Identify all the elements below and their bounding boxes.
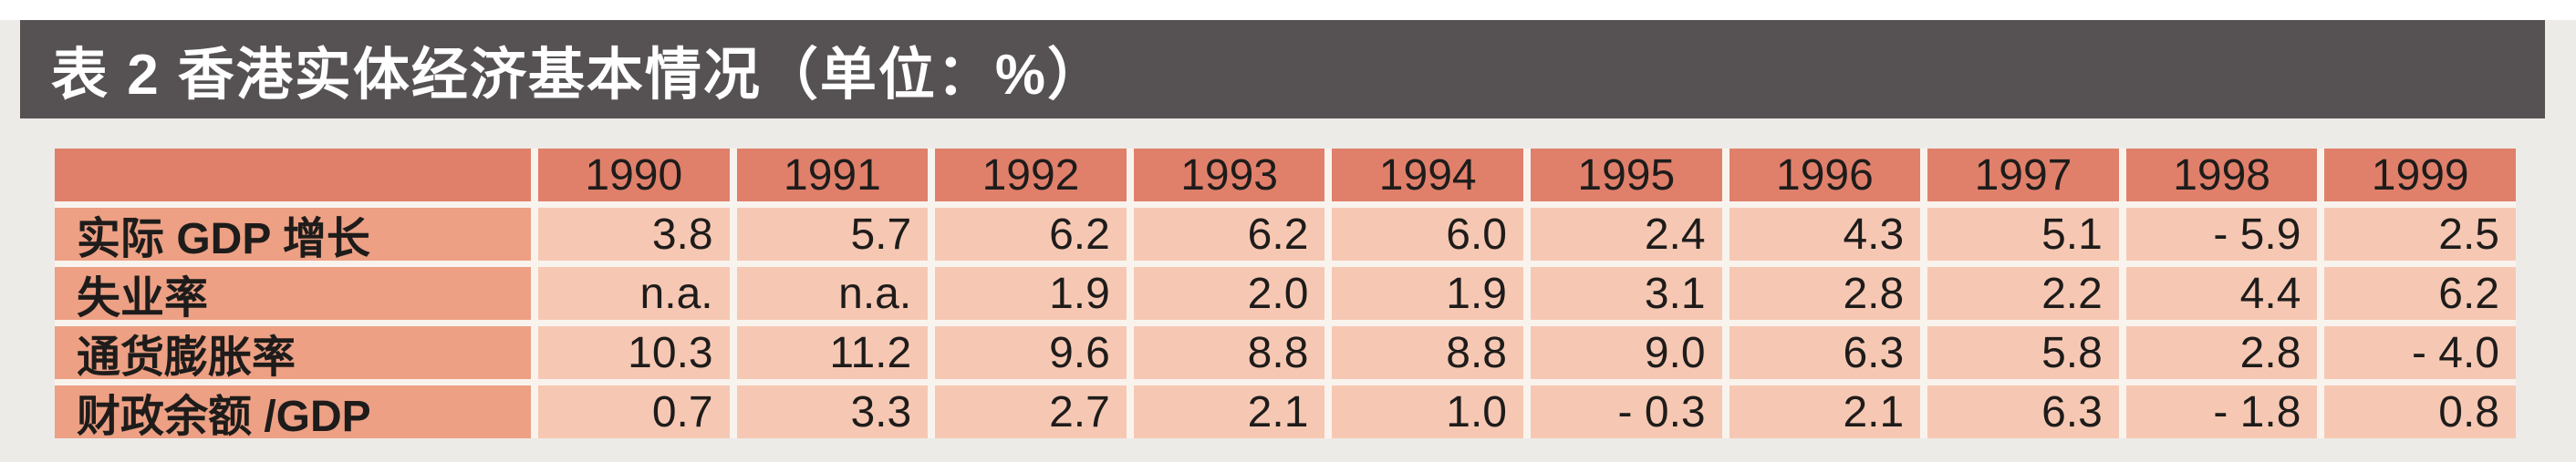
value-cell: 3.3 (736, 385, 929, 438)
value-cell: 10.3 (538, 326, 730, 379)
value-cell: n.a. (736, 267, 929, 320)
value-cell: 2.1 (1133, 385, 1325, 438)
year-header: 1993 (1133, 149, 1325, 201)
year-header: 1999 (2324, 149, 2516, 201)
year-header: 1994 (1332, 149, 1523, 201)
value-cell: 6.2 (935, 208, 1127, 261)
value-cell: 6.2 (1133, 208, 1325, 261)
value-cell: 2.2 (1927, 267, 2119, 320)
header-corner-cell (55, 149, 531, 201)
page-top-strip (0, 0, 2576, 20)
year-header: 1995 (1531, 149, 1722, 201)
row-label: 失业率 (55, 267, 531, 320)
value-cell: 2.5 (2324, 208, 2516, 261)
value-cell: 2.7 (935, 385, 1127, 438)
value-cell: 1.0 (1332, 385, 1523, 438)
year-header: 1992 (935, 149, 1127, 201)
economy-table: 1990 1991 1992 1993 1994 1995 1996 1997 1998 1999… (55, 149, 2516, 438)
year-header: 1990 (538, 149, 730, 201)
value-cell: 8.8 (1133, 326, 1325, 379)
value-cell: 5.1 (1927, 208, 2119, 261)
value-cell: 5.8 (1927, 326, 2119, 379)
value-cell: 1.9 (935, 267, 1127, 320)
value-cell: 2.4 (1531, 208, 1722, 261)
value-cell: 5.7 (736, 208, 929, 261)
row-label: 实际 GDP 增长 (55, 208, 531, 261)
row-label: 财政余额 /GDP (55, 385, 531, 438)
value-cell: 6.0 (1332, 208, 1523, 261)
value-cell: 0.7 (538, 385, 730, 438)
value-cell: 6.2 (2324, 267, 2516, 320)
value-cell: 2.8 (2125, 326, 2318, 379)
value-cell: 3.1 (1531, 267, 1722, 320)
value-cell: 1.9 (1332, 267, 1523, 320)
value-cell: 6.3 (1927, 385, 2119, 438)
value-cell: 2.1 (1729, 385, 1921, 438)
value-cell: 4.4 (2125, 267, 2318, 320)
value-cell: 8.8 (1332, 326, 1523, 379)
value-cell: 0.8 (2324, 385, 2516, 438)
value-cell: - 4.0 (2324, 326, 2516, 379)
value-cell: 2.0 (1133, 267, 1325, 320)
value-cell: n.a. (538, 267, 730, 320)
value-cell: 9.0 (1531, 326, 1722, 379)
value-cell: 2.8 (1729, 267, 1921, 320)
year-header: 1991 (736, 149, 929, 201)
value-cell: - 1.8 (2125, 385, 2318, 438)
table-caption-bar: 表 2 香港实体经济基本情况（单位：%） (20, 20, 2545, 118)
row-label: 通货膨胀率 (55, 326, 531, 379)
year-header: 1996 (1729, 149, 1921, 201)
value-cell: 3.8 (538, 208, 730, 261)
value-cell: - 0.3 (1531, 385, 1722, 438)
year-header: 1997 (1927, 149, 2119, 201)
value-cell: 11.2 (736, 326, 929, 379)
value-cell: 9.6 (935, 326, 1127, 379)
year-header: 1998 (2125, 149, 2318, 201)
value-cell: 6.3 (1729, 326, 1921, 379)
value-cell: - 5.9 (2125, 208, 2318, 261)
table-title: 表 2 香港实体经济基本情况（单位：%） (51, 44, 1106, 107)
value-cell: 4.3 (1729, 208, 1921, 261)
